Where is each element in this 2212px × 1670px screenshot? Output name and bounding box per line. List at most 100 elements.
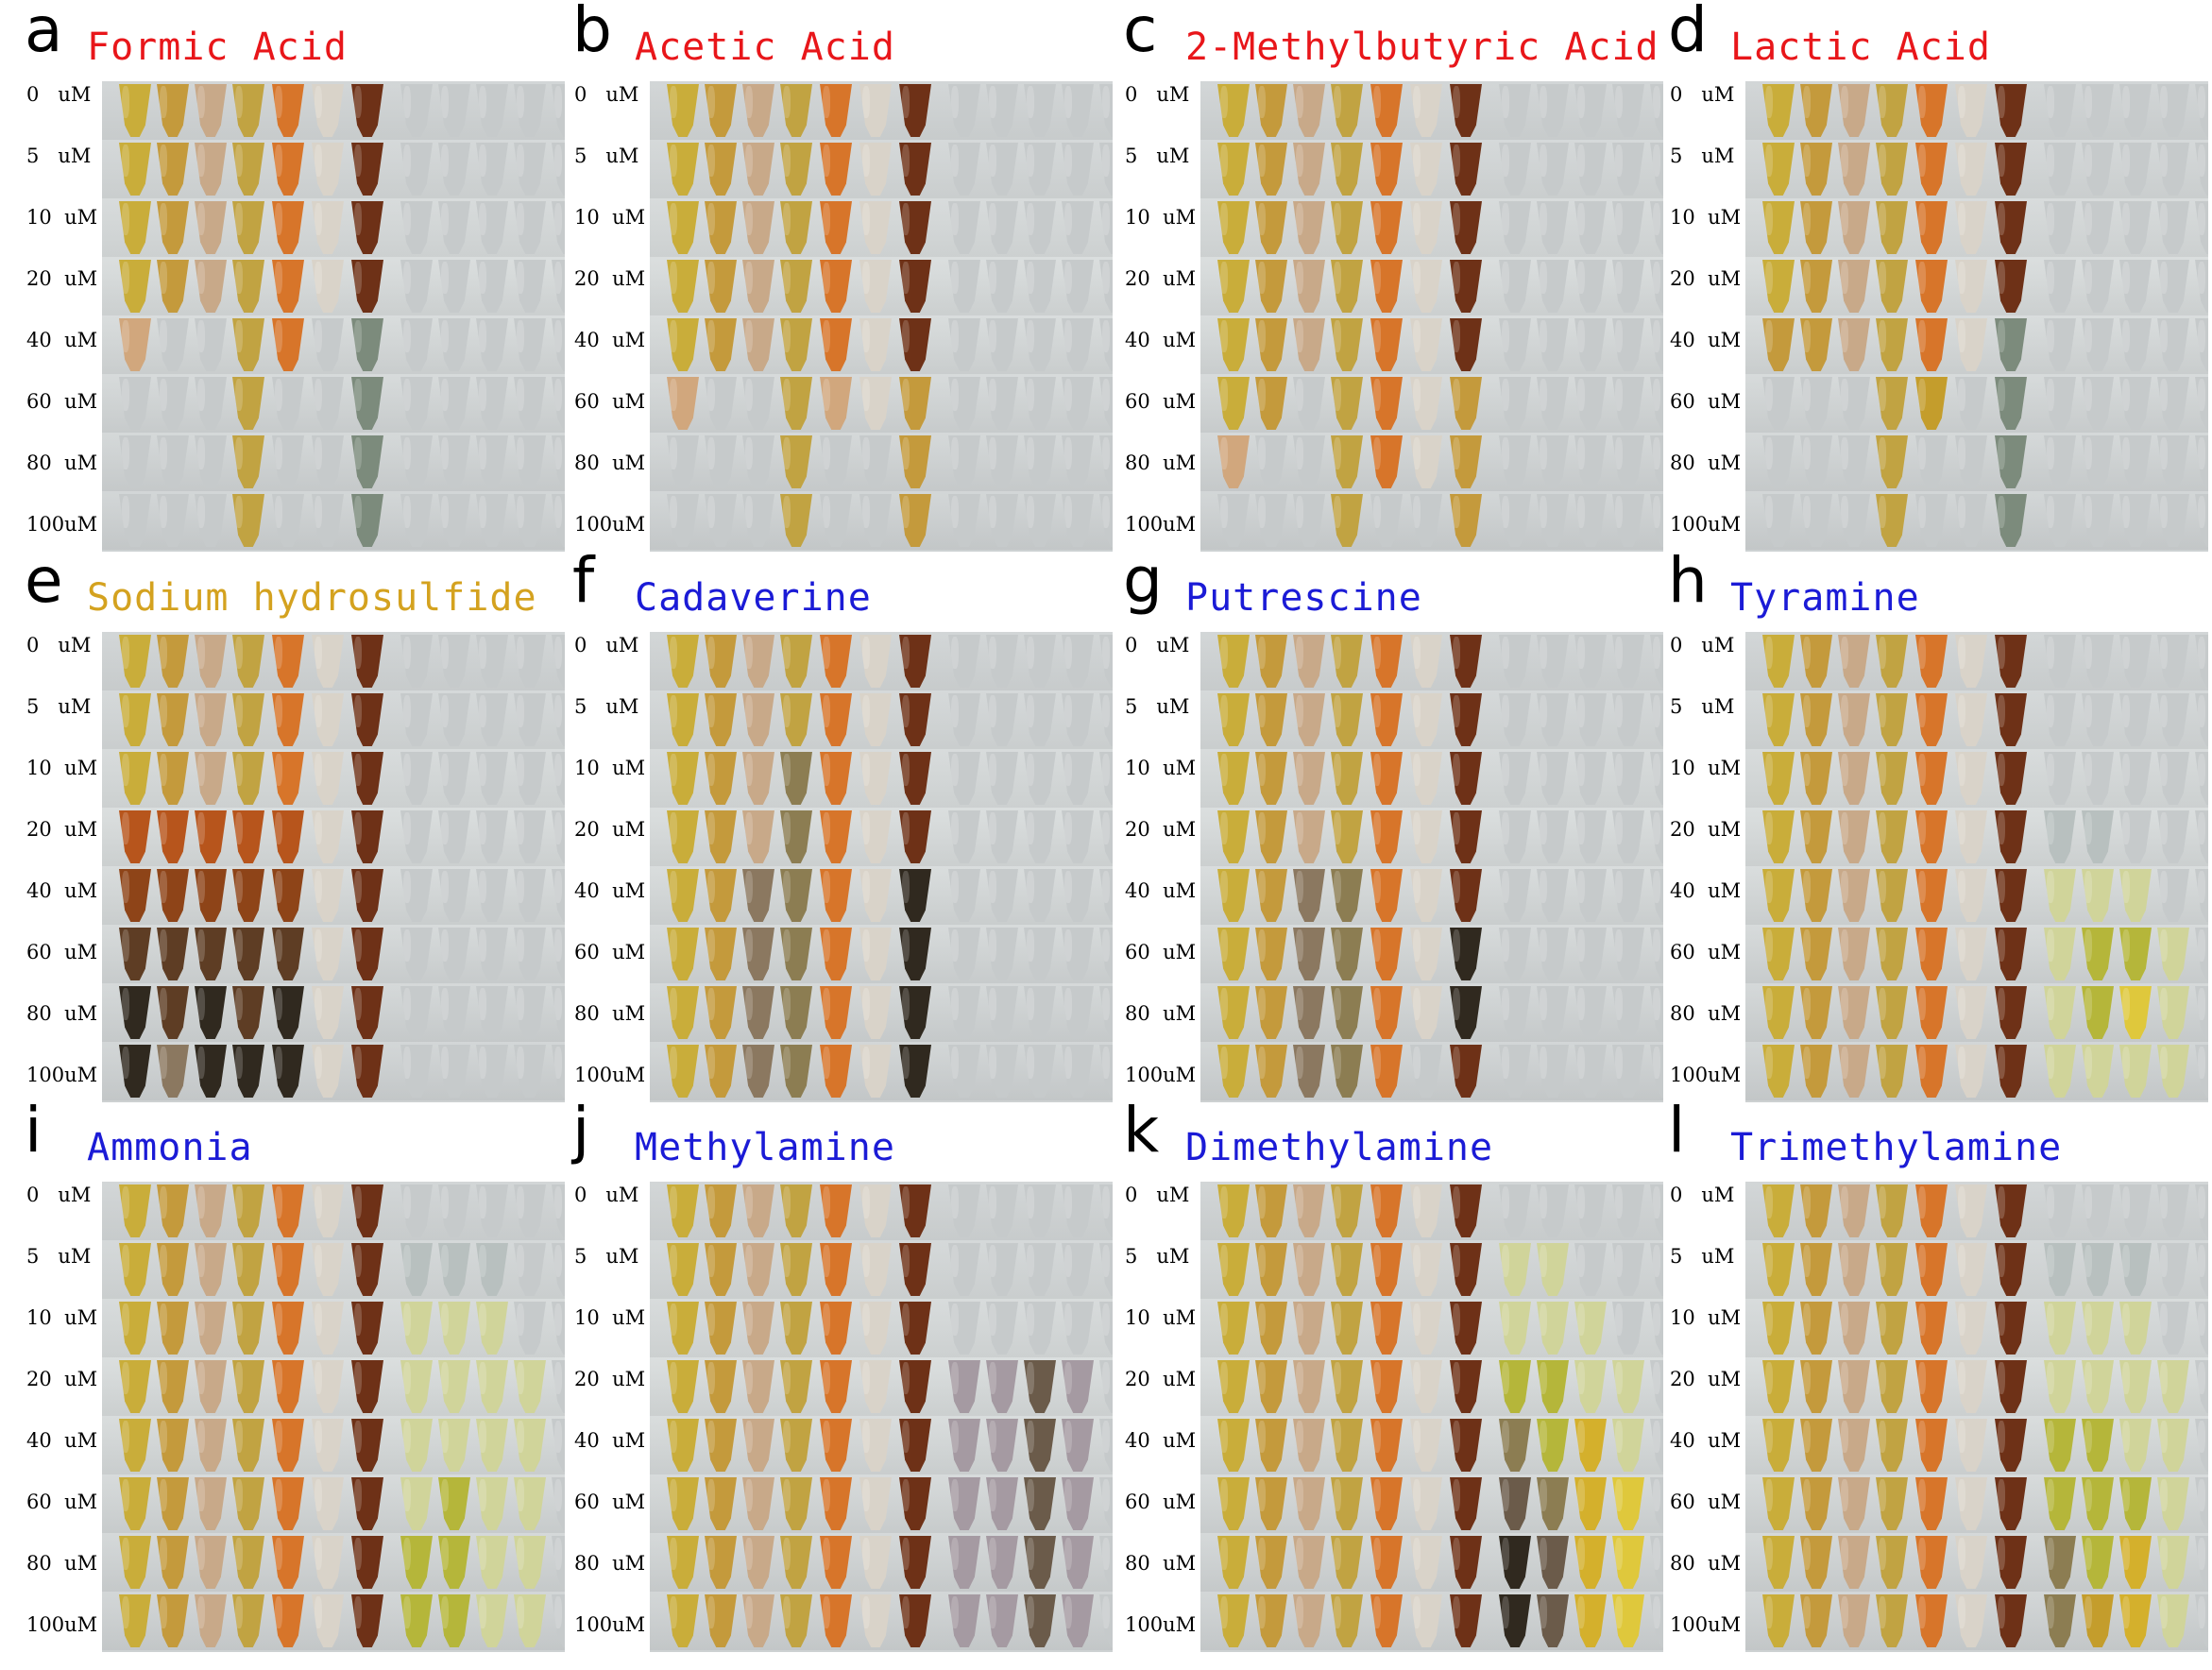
tube-shine xyxy=(479,871,486,903)
tube-shine xyxy=(2160,1479,2168,1511)
tube-shine xyxy=(823,1245,830,1277)
tube-shine xyxy=(951,86,959,118)
tube-shine xyxy=(1296,1538,1303,1570)
tube-shine xyxy=(1220,496,1228,528)
concentration-label: 40 uM xyxy=(26,879,98,902)
tube-shine xyxy=(354,754,362,786)
tube-shine xyxy=(670,637,677,669)
tube-shine xyxy=(1765,1304,1773,1336)
tube-shine xyxy=(275,929,282,962)
tube-shine xyxy=(2084,1245,2092,1277)
tube-shine xyxy=(517,695,524,727)
tube-shine xyxy=(1803,1362,1811,1394)
tube-row xyxy=(102,81,565,140)
tube-shine xyxy=(951,637,959,669)
tube-shine xyxy=(1841,379,1848,411)
tube-shine xyxy=(1334,1479,1341,1511)
tube-row xyxy=(650,1357,1113,1416)
tube-shine xyxy=(122,320,129,352)
tube-shine xyxy=(2160,320,2168,352)
tube-shine xyxy=(2160,496,2168,528)
tube-shine xyxy=(783,1362,791,1394)
tube-shine xyxy=(479,695,486,727)
tube-shine xyxy=(1373,86,1381,118)
concentration-label: 5 uM xyxy=(1670,145,1735,167)
tube-shine xyxy=(2084,871,2092,903)
tube-shine xyxy=(1803,1186,1811,1218)
tube-shine xyxy=(1502,437,1509,469)
tube-row xyxy=(1200,491,1663,550)
tube-shine xyxy=(1765,871,1773,903)
tube-shine xyxy=(862,1047,870,1079)
tube-row xyxy=(102,433,565,491)
tube-shine xyxy=(1577,754,1585,786)
tube-shine xyxy=(160,812,167,844)
tube-shine xyxy=(1765,1538,1773,1570)
tube-shine xyxy=(1615,496,1623,528)
tube-shine xyxy=(1373,145,1381,177)
tube-row xyxy=(102,690,565,749)
tube-shine xyxy=(1453,988,1460,1020)
tube-shine xyxy=(235,637,243,669)
tube-shine xyxy=(517,86,524,118)
tube-shine xyxy=(197,1047,205,1079)
tube-shine xyxy=(862,754,870,786)
tube-shine xyxy=(1502,145,1509,177)
tube-row xyxy=(650,81,1113,140)
tube-shine xyxy=(707,812,715,844)
tube-shine xyxy=(1373,637,1381,669)
tube-shine xyxy=(1918,203,1926,235)
tube-shine xyxy=(783,1304,791,1336)
tube-shine xyxy=(554,437,562,469)
tube-shine xyxy=(275,1047,282,1079)
tube-shine xyxy=(745,871,753,903)
tube-shine xyxy=(1373,1421,1381,1453)
tube-shine xyxy=(1334,1538,1341,1570)
panel-j: j Methylamine 0 uM 5 uM 10 uM 20 uM 40 uM 60 uM… xyxy=(548,1095,1113,1658)
tube-shine xyxy=(1373,203,1381,235)
tube-shine xyxy=(2160,1304,2168,1336)
tube-shine xyxy=(902,496,910,528)
tube-shine xyxy=(862,145,870,177)
tube-shine xyxy=(235,262,243,294)
panel-letter: a xyxy=(25,0,63,66)
tube-shine xyxy=(1502,637,1509,669)
tube-shine xyxy=(197,637,205,669)
tube-shine xyxy=(1803,754,1811,786)
concentration-label: 80 uM xyxy=(574,1002,646,1025)
tube-shine xyxy=(1577,1186,1585,1218)
tube-shine xyxy=(783,812,791,844)
tube-shine xyxy=(1258,988,1266,1020)
tube-shine xyxy=(989,145,996,177)
tube-shine xyxy=(1373,695,1381,727)
tube-shine xyxy=(1064,379,1072,411)
tube-shine xyxy=(2122,1047,2130,1079)
tube-shine xyxy=(783,637,791,669)
tube-shine xyxy=(1334,871,1341,903)
tube-shine xyxy=(1502,203,1509,235)
tube-shine xyxy=(1841,86,1848,118)
tube-shine xyxy=(1615,379,1623,411)
tube-row xyxy=(650,749,1113,808)
tube-photo xyxy=(1200,81,1663,552)
tube-shine xyxy=(354,988,362,1020)
tube-shine xyxy=(989,871,996,903)
tube-shine xyxy=(1803,929,1811,962)
tube-shine xyxy=(197,871,205,903)
tube-shine xyxy=(1803,812,1811,844)
tube-shine xyxy=(1502,1047,1509,1079)
tube-row xyxy=(1745,315,2208,374)
concentration-label: 5 uM xyxy=(1125,145,1190,167)
tube-shine xyxy=(1296,86,1303,118)
tube-shine xyxy=(160,1245,167,1277)
tube-shine xyxy=(707,203,715,235)
tube-shine xyxy=(315,637,322,669)
tube-shine xyxy=(783,1479,791,1511)
tube-shine xyxy=(1918,637,1926,669)
tube-shine xyxy=(2047,929,2054,962)
tube-shine xyxy=(1296,1186,1303,1218)
tube-shine xyxy=(403,988,411,1020)
tube-shine xyxy=(745,320,753,352)
tube-shine xyxy=(1027,871,1034,903)
tube-shine xyxy=(2047,379,2054,411)
